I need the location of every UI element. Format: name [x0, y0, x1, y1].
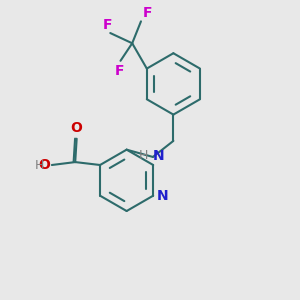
Text: F: F	[114, 64, 124, 78]
Text: O: O	[71, 121, 82, 135]
Text: H: H	[34, 158, 44, 172]
Text: F: F	[103, 18, 112, 32]
Text: O: O	[38, 158, 50, 172]
Text: H: H	[138, 149, 148, 162]
Text: F: F	[142, 6, 152, 20]
Text: N: N	[153, 148, 164, 163]
Text: N: N	[157, 189, 168, 203]
